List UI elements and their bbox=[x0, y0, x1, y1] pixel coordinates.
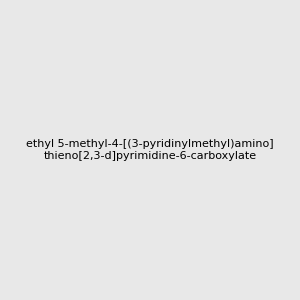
Text: ethyl 5-methyl-4-[(3-pyridinylmethyl)amino]
thieno[2,3-d]pyrimidine-6-carboxylat: ethyl 5-methyl-4-[(3-pyridinylmethyl)ami… bbox=[26, 139, 274, 161]
